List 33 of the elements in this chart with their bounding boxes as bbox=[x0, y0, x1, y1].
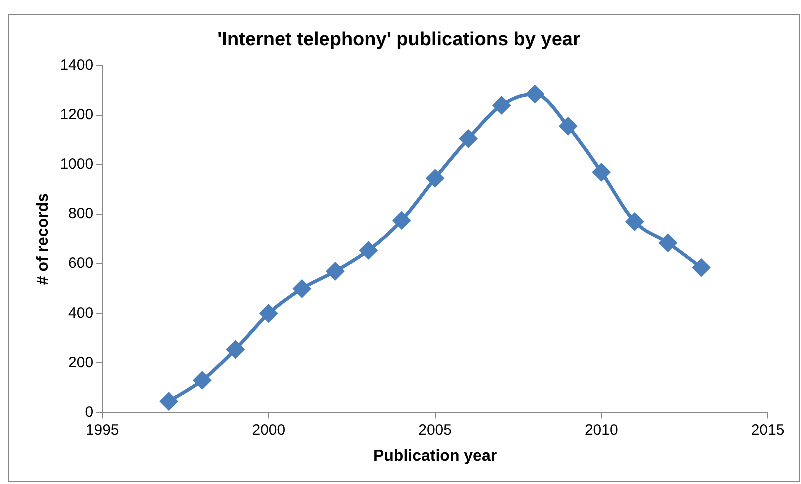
point bbox=[692, 259, 710, 277]
x-tick-label: 2005 bbox=[418, 422, 452, 439]
point bbox=[226, 340, 244, 358]
x-tick-label: 1995 bbox=[86, 422, 120, 439]
point bbox=[560, 118, 578, 136]
point bbox=[493, 96, 511, 114]
point bbox=[592, 164, 610, 182]
point bbox=[293, 280, 311, 298]
point bbox=[626, 213, 644, 231]
point bbox=[194, 372, 212, 390]
y-tick-label: 1200 bbox=[60, 106, 94, 124]
y-tick-label: 800 bbox=[68, 206, 94, 223]
x-axis-title: Publication year bbox=[373, 448, 498, 465]
y-tick-label: 200 bbox=[68, 354, 94, 372]
point bbox=[260, 304, 278, 322]
y-tick-label: 1000 bbox=[60, 156, 94, 174]
y-tick-label: 1400 bbox=[60, 56, 94, 74]
point bbox=[326, 262, 344, 280]
point bbox=[526, 86, 544, 104]
point bbox=[160, 392, 178, 410]
x-tick-label: 2015 bbox=[751, 422, 785, 439]
point bbox=[360, 242, 378, 260]
point bbox=[393, 212, 411, 230]
chart-title: 'Internet telephony' publications by year bbox=[218, 30, 581, 51]
point bbox=[426, 170, 444, 188]
point bbox=[460, 130, 478, 148]
y-axis-title: # of records bbox=[35, 193, 52, 286]
point bbox=[659, 234, 677, 252]
y-tick-label: 400 bbox=[68, 304, 94, 322]
x-tick-label: 2010 bbox=[584, 422, 618, 439]
y-tick-label: 600 bbox=[68, 255, 94, 272]
y-tick-label: 0 bbox=[85, 404, 94, 421]
x-tick-label: 2000 bbox=[252, 422, 286, 439]
